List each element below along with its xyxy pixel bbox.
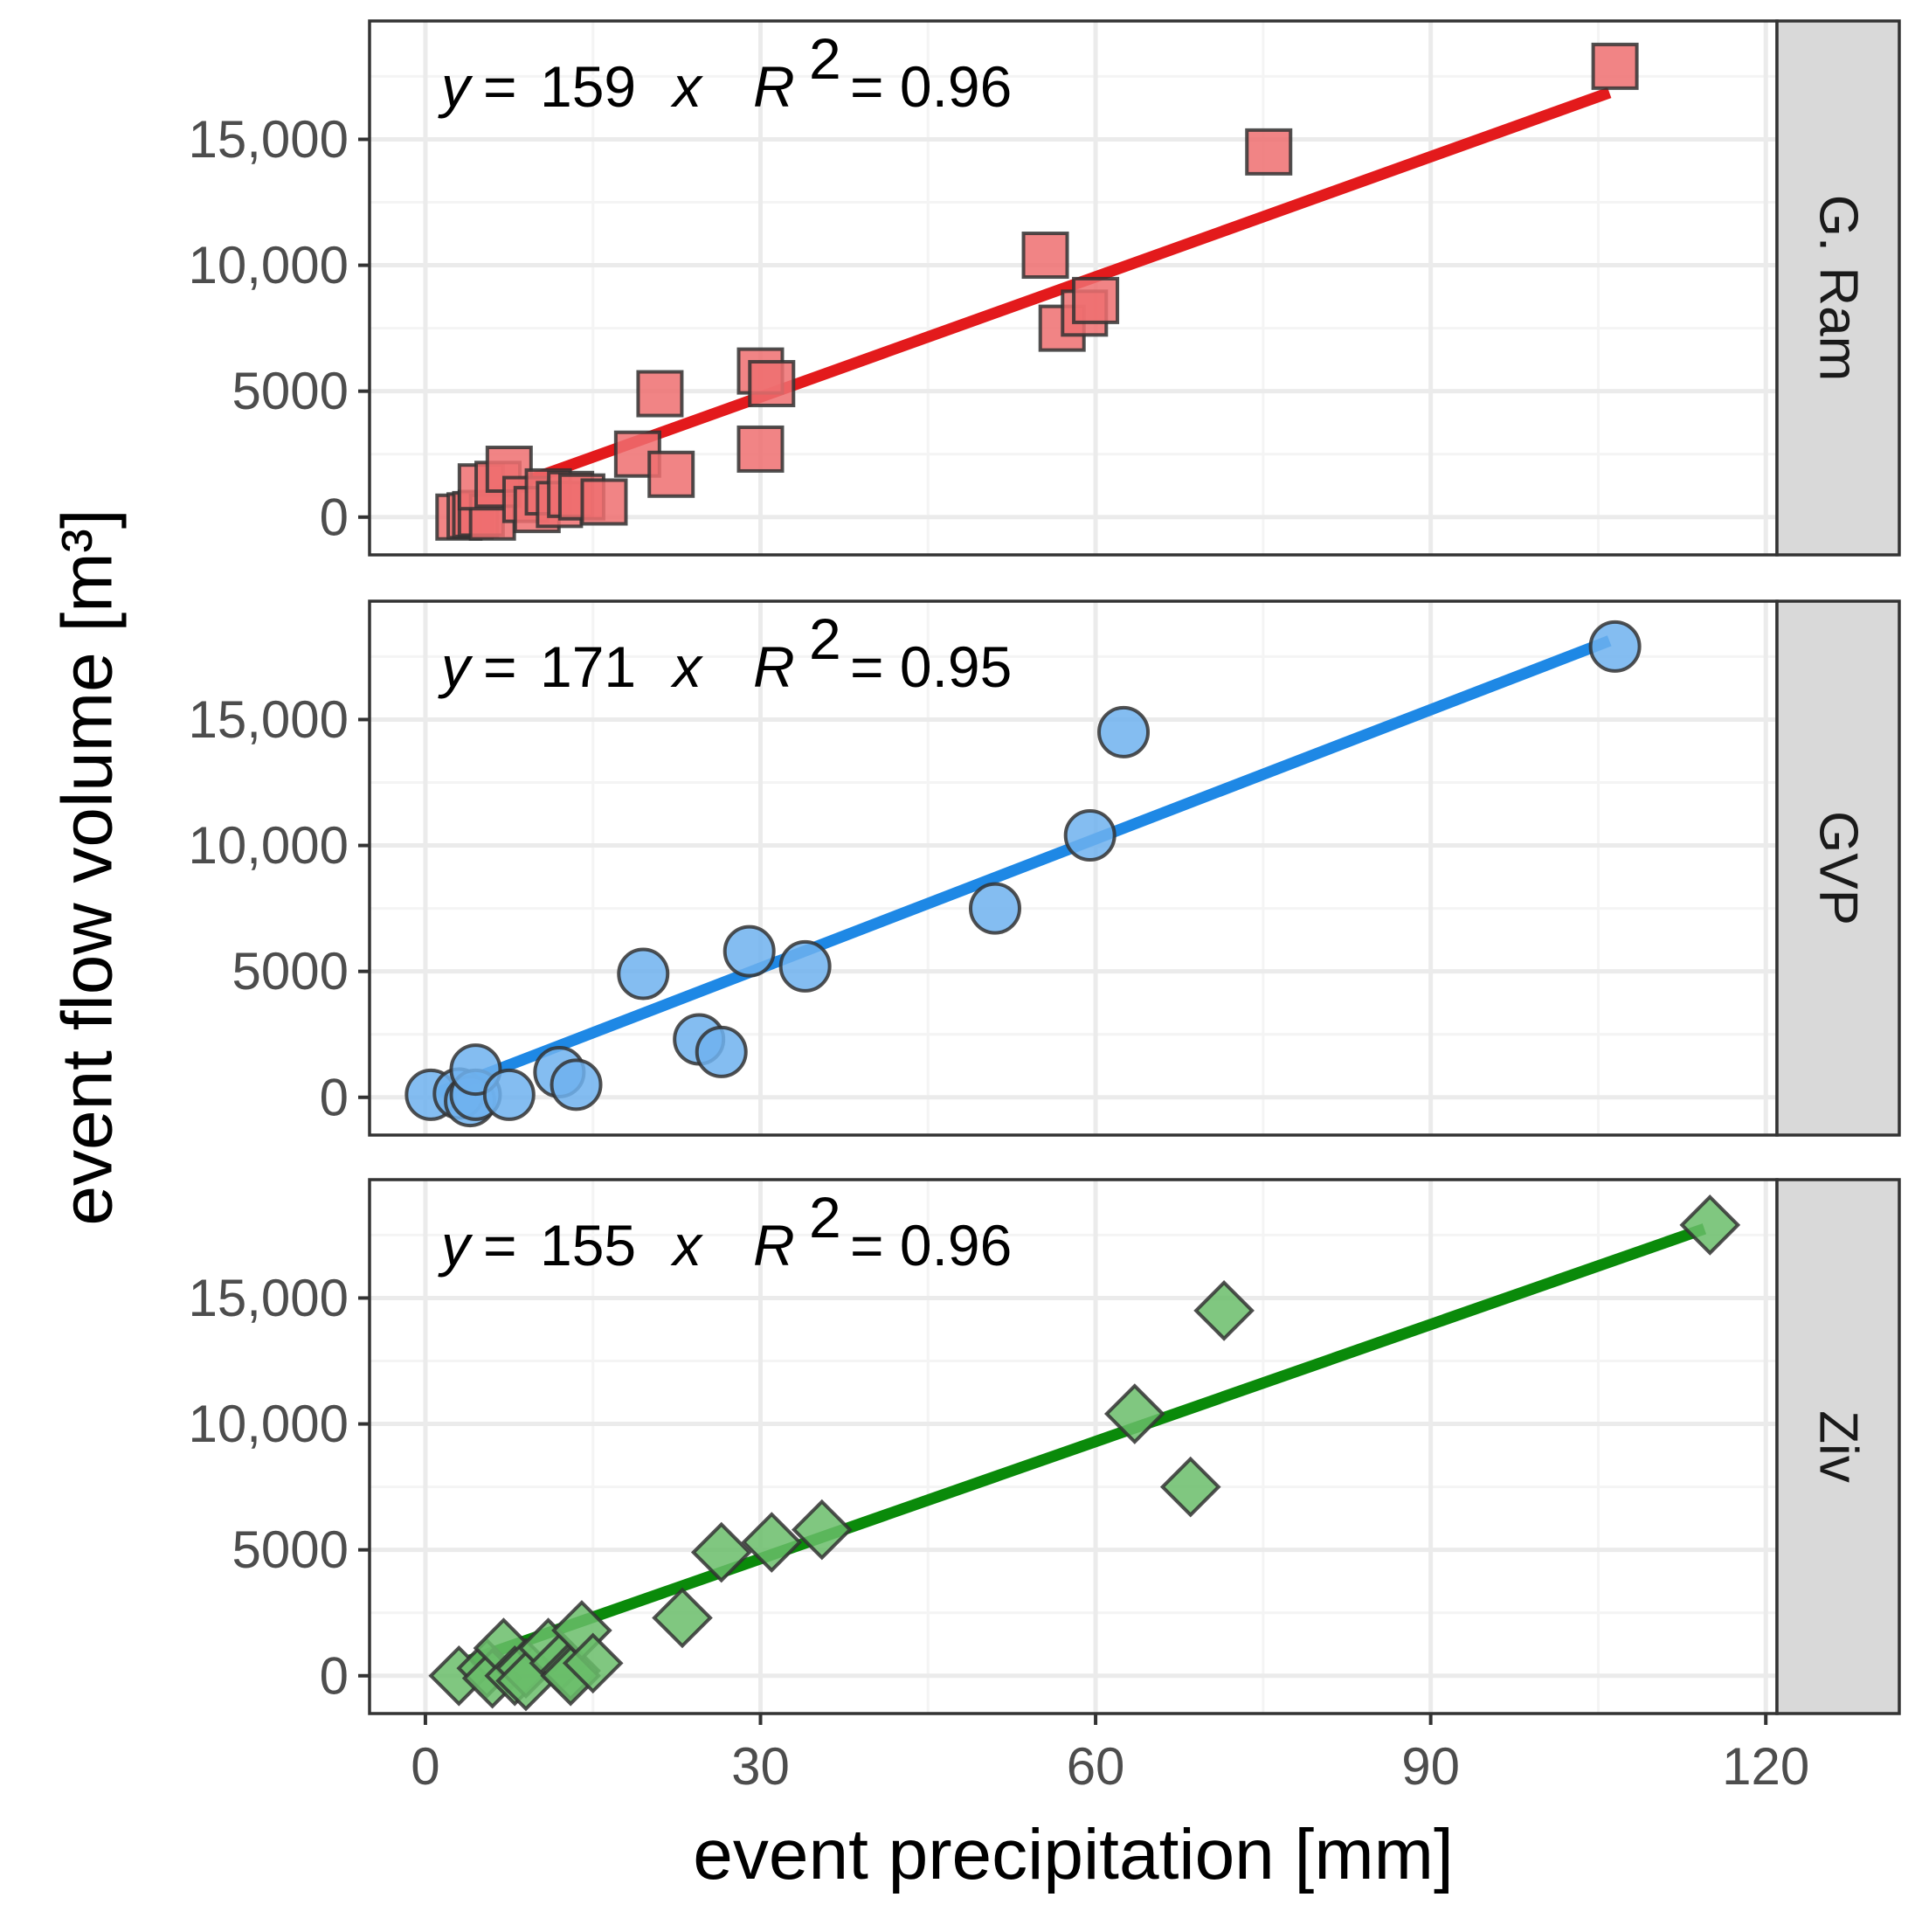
data-point xyxy=(636,370,684,418)
data-point xyxy=(580,478,628,526)
y-tick-label: 15,000 xyxy=(188,690,349,749)
equation-y: y xyxy=(438,1213,474,1278)
y-tick-label: 10,000 xyxy=(188,1395,349,1453)
data-point xyxy=(969,882,1021,935)
data-point xyxy=(1063,809,1117,862)
y-tick-label: 15,000 xyxy=(188,110,349,169)
equation-r-squared: = 0.96 xyxy=(850,54,1012,119)
facet-strip xyxy=(1775,599,1901,1137)
equation-x: x xyxy=(670,1213,703,1278)
x-tick-label: 60 xyxy=(1067,1737,1125,1796)
y-tick-label: 5000 xyxy=(232,362,349,420)
data-point xyxy=(1193,1280,1255,1341)
data-point xyxy=(1021,232,1069,280)
data-point xyxy=(1679,1195,1741,1256)
y-tick-label: 0 xyxy=(320,488,349,546)
equation-y: y xyxy=(438,54,474,119)
equation-slope: 155 xyxy=(540,1213,636,1278)
data-point xyxy=(647,450,695,498)
equation-superscript: 2 xyxy=(809,1185,841,1250)
data-point xyxy=(562,1632,624,1694)
equation-r-squared: = 0.96 xyxy=(850,1213,1012,1278)
data-point xyxy=(748,360,796,408)
data-point xyxy=(1591,42,1639,90)
y-tick-label: 10,000 xyxy=(188,236,349,294)
y-tick-label: 0 xyxy=(320,1646,349,1705)
equation-equals: = xyxy=(483,634,517,699)
y-tick-label: 0 xyxy=(320,1068,349,1126)
data-point xyxy=(1097,705,1151,758)
equation-r: R xyxy=(753,54,795,119)
data-point xyxy=(791,1499,853,1561)
data-point xyxy=(652,1587,713,1649)
x-tick-label: 90 xyxy=(1401,1737,1460,1796)
equation-r-squared: = 0.95 xyxy=(850,634,1012,699)
equation-y: y xyxy=(438,634,474,699)
x-tick-label: 30 xyxy=(731,1737,790,1796)
y-tick-label: 5000 xyxy=(232,1520,349,1579)
data-point xyxy=(741,1512,803,1573)
y-tick-label: 15,000 xyxy=(188,1269,349,1327)
data-point xyxy=(778,939,832,993)
panel-gvp: y = 171 x R 2 = 0.95 GVP 0 5000 10,000 15,000 xyxy=(188,599,1901,1137)
equation-slope: 159 xyxy=(540,54,636,119)
data-point xyxy=(1245,128,1293,176)
equation-superscript: 2 xyxy=(809,606,841,671)
fit-line xyxy=(434,635,1612,1098)
data-point xyxy=(617,947,670,1001)
facet-strip xyxy=(1775,1178,1901,1715)
x-axis: 0 30 60 90 120 xyxy=(411,1714,1809,1796)
facet-strip-label: G. Ram xyxy=(1808,195,1869,382)
y-tick-label: 10,000 xyxy=(188,816,349,875)
data-point xyxy=(550,1058,603,1111)
panel-background xyxy=(370,601,1777,1135)
x-axis-title: event precipitation [mm] xyxy=(693,1815,1454,1894)
equation-x: x xyxy=(670,54,703,119)
x-tick-label: 120 xyxy=(1722,1737,1809,1796)
equation-equals: = xyxy=(483,54,517,119)
equation-slope: 171 xyxy=(540,634,636,699)
panel-ziv: y = 155 x R 2 = 0.96 Ziv 0 5000 10,000 15,000 xyxy=(188,1178,1901,1715)
panel-g-ram: y = 159 x R 2 = 0.96 G. Ram 0 5000 10,000 15,000 xyxy=(188,19,1901,557)
data-point xyxy=(695,1025,748,1078)
equation-x: x xyxy=(670,634,703,699)
equation-r: R xyxy=(753,634,795,699)
data-point xyxy=(736,425,785,473)
data-point xyxy=(690,1521,752,1583)
data-point xyxy=(1072,276,1120,324)
y-tick-label: 5000 xyxy=(232,942,349,1001)
equation-equals: = xyxy=(483,1213,517,1278)
data-point xyxy=(482,1068,536,1121)
data-point xyxy=(1588,620,1642,673)
facet-strip-label: GVP xyxy=(1808,811,1869,925)
data-point xyxy=(1159,1456,1221,1518)
y-axis-title: event flow volume [m³] xyxy=(48,509,128,1225)
facet-strip xyxy=(1775,19,1901,557)
x-tick-label: 0 xyxy=(411,1737,439,1796)
data-point xyxy=(722,924,776,978)
equation-superscript: 2 xyxy=(809,26,841,91)
data-point xyxy=(1103,1383,1165,1444)
equation-r: R xyxy=(753,1213,795,1278)
facet-strip-label: Ziv xyxy=(1808,1410,1869,1483)
fit-line xyxy=(467,1223,1707,1666)
